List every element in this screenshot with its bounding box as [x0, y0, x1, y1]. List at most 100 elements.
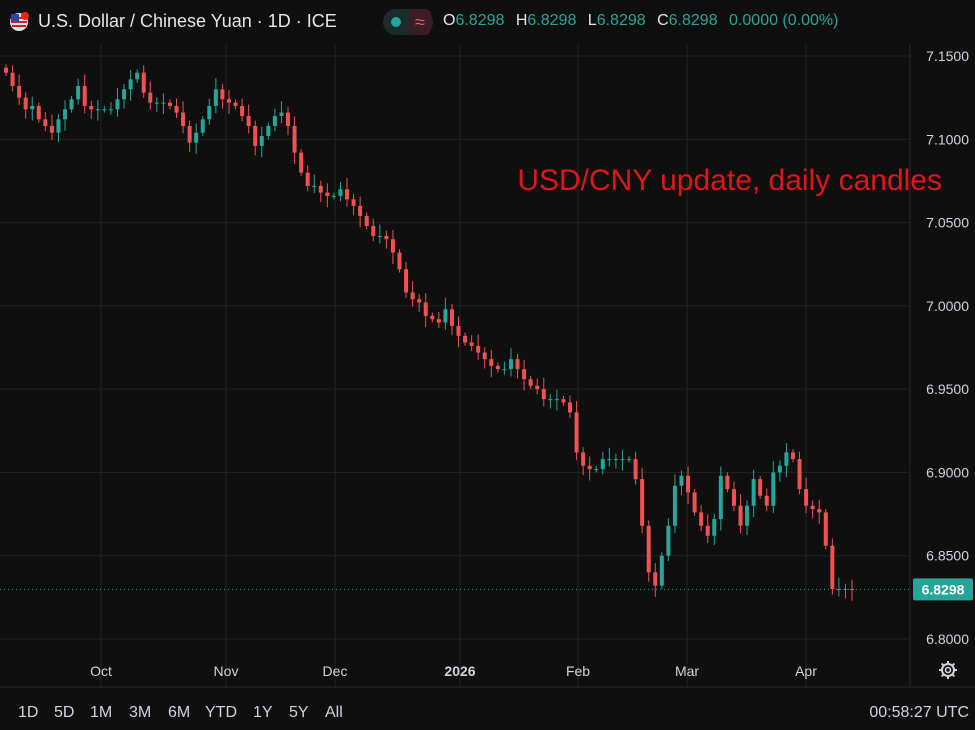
candle-body — [331, 195, 336, 197]
candle-body — [187, 125, 192, 143]
annotation-text: USD/CNY update, daily candles — [517, 164, 942, 197]
candle-body — [653, 572, 658, 586]
status-dot-icon — [391, 17, 401, 27]
candle-body — [784, 452, 789, 466]
candle-body — [541, 389, 546, 400]
candle-body — [469, 342, 474, 346]
timeframe-all[interactable]: All — [325, 704, 343, 721]
candle-body — [417, 299, 422, 303]
candle-body — [705, 525, 710, 536]
timeframe-1y[interactable]: 1Y — [253, 704, 273, 721]
candle-body — [777, 465, 782, 473]
candle-body — [4, 67, 8, 73]
candle-body — [410, 292, 415, 300]
utc-clock: 00:58:27 UTC — [869, 704, 969, 721]
candle-body — [823, 512, 828, 546]
candle-body — [30, 105, 35, 110]
candle-body — [712, 519, 717, 536]
bottom-toolbar: 1D 5D 1M 3M 6M YTD 1Y 5Y All 00:58:27 UT… — [0, 690, 975, 730]
x-tick-label: Apr — [795, 663, 817, 679]
ohlc-low-value: 6.8298 — [596, 12, 646, 29]
candle-body — [108, 109, 113, 111]
timeframe-5y[interactable]: 5Y — [289, 704, 309, 721]
y-tick-label: 6.9000 — [926, 464, 969, 480]
market-status-pill[interactable]: ≈ — [383, 9, 433, 35]
candle-body — [56, 119, 61, 133]
candle-body — [758, 479, 763, 496]
candle-body — [659, 555, 664, 586]
candle-body — [554, 399, 559, 401]
candle-body — [292, 125, 297, 153]
candle-body — [640, 479, 645, 526]
candle-body — [220, 89, 225, 100]
timeframe-3m[interactable]: 3M — [129, 704, 152, 721]
candle-body — [620, 459, 625, 461]
candle-body — [10, 72, 15, 86]
candle-body — [482, 352, 487, 360]
candle-body — [364, 215, 369, 226]
candle-body — [771, 472, 776, 506]
candle-body — [325, 192, 330, 196]
candle-body — [476, 345, 481, 353]
x-tick-label: Nov — [214, 663, 239, 679]
candle-body — [174, 105, 179, 113]
symbol-title[interactable]: U.S. Dollar / Chinese Yuan · 1D · ICE — [38, 11, 337, 31]
candle-body — [817, 509, 822, 513]
candle-body — [82, 85, 87, 106]
candle-body — [17, 85, 22, 98]
candle-body — [430, 315, 435, 320]
candle-body — [135, 72, 140, 80]
candle-body — [449, 309, 454, 326]
candle-body — [751, 479, 756, 506]
y-tick-label: 6.8500 — [926, 548, 969, 564]
candle-body — [528, 379, 533, 386]
candle-body — [522, 369, 527, 380]
ohlc-open-key: O — [443, 12, 456, 29]
candle-body — [804, 489, 809, 506]
candle-body — [305, 172, 310, 186]
candle-body — [226, 99, 231, 103]
candle-body — [568, 402, 572, 413]
candle-body — [240, 105, 245, 116]
settings-gear-icon[interactable] — [938, 660, 958, 680]
timeframe-5d[interactable]: 5D — [54, 704, 75, 721]
candle-body — [207, 105, 212, 120]
candle-body — [36, 105, 41, 120]
ohlc-open-value: 6.8298 — [455, 12, 505, 29]
candle-body — [259, 135, 264, 146]
candle-body — [23, 97, 28, 110]
candle-body — [587, 465, 592, 470]
timeframe-ytd[interactable]: YTD — [205, 704, 237, 721]
y-tick-label: 7.1500 — [926, 48, 969, 64]
candle-body — [633, 459, 638, 480]
candle-body — [745, 505, 750, 526]
candle-body — [797, 459, 802, 490]
current-price-label: 6.8298 — [922, 581, 965, 597]
candle-body — [613, 459, 618, 461]
chart-header: U.S. Dollar / Chinese Yuan · 1D · ICE ≈ … — [0, 0, 975, 44]
candle-body — [548, 399, 553, 401]
candle-body — [574, 412, 579, 453]
timeframe-1d[interactable]: 1D — [18, 704, 39, 721]
candle-body — [666, 525, 671, 556]
x-tick-label: Mar — [675, 663, 699, 679]
candle-body — [535, 385, 540, 390]
ohlc-readout: O6.8298 H6.8298 L6.8298 C6.8298 0.0000 (… — [443, 12, 845, 30]
price-chart[interactable]: 7.1500 7.1000 7.0500 7.0000 6.9500 6.9000 6.85… — [0, 44, 975, 690]
timeframe-1m[interactable]: 1M — [90, 704, 113, 721]
candle-body — [515, 359, 520, 370]
candle-body — [672, 485, 677, 526]
candle-body — [49, 125, 54, 133]
candle-body — [843, 589, 848, 591]
candle-body — [115, 99, 120, 110]
timeframe-6m[interactable]: 6M — [168, 704, 191, 721]
candle-body — [384, 235, 389, 240]
candle-body — [63, 109, 68, 120]
y-tick-label: 7.1000 — [926, 131, 969, 147]
x-tick-label: Dec — [323, 663, 348, 679]
candle-body — [299, 152, 304, 173]
candle-body — [76, 85, 81, 100]
candle-body — [161, 102, 166, 104]
candle-body — [627, 459, 632, 461]
candle-body — [69, 99, 74, 110]
